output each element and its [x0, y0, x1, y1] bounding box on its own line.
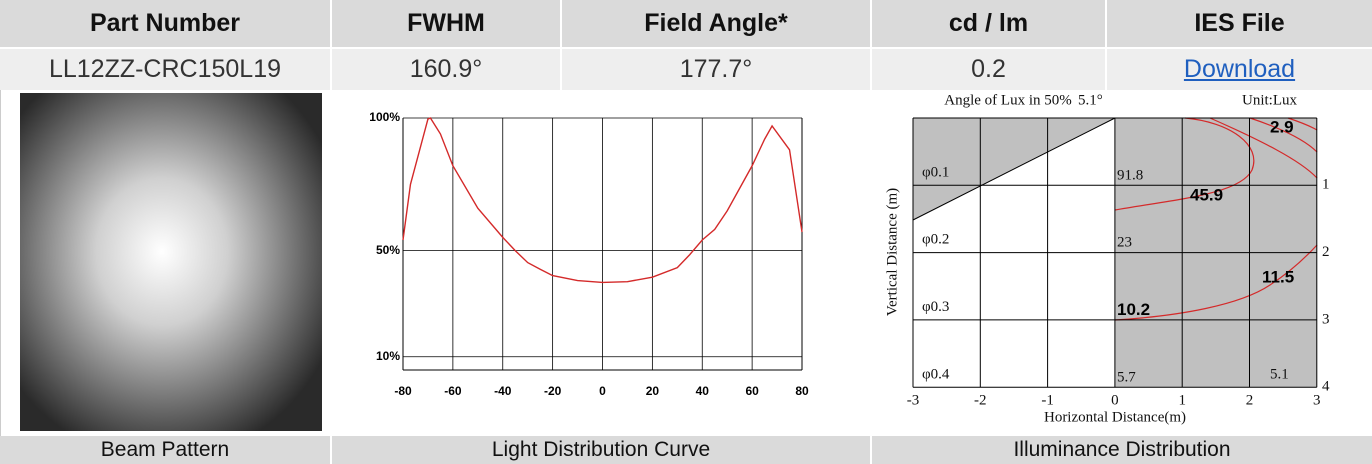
data-cell: 0.2 — [872, 49, 1105, 90]
x-tick-label: 0 — [1111, 392, 1119, 408]
header-cell: cd / lm — [872, 0, 1105, 47]
lux-label: 5.1 — [1270, 366, 1289, 382]
border — [0, 90, 1, 436]
y-tick-label: 4 — [1322, 379, 1330, 395]
contours — [1114, 117, 1318, 321]
y-tick-label: 1 — [1322, 177, 1330, 193]
data-cell: 160.9° — [332, 49, 560, 90]
beam-label: φ0.4 — [922, 366, 950, 382]
unit: Unit:Lux — [1242, 92, 1297, 108]
contour-label: 2.9 — [1270, 117, 1294, 136]
y-tick-label: 10% — [376, 349, 400, 363]
data-cell: Download — [1107, 49, 1372, 90]
x-tick-label: -80 — [394, 384, 412, 398]
x-tick-label: -2 — [974, 392, 987, 408]
x-tick-label: -3 — [907, 392, 920, 408]
x-tick-label: 0 — [599, 384, 606, 398]
contour-label: 11.5 — [1262, 267, 1294, 286]
x-tick-label: -40 — [494, 384, 512, 398]
x-tick-label: 3 — [1313, 392, 1321, 408]
download-link[interactable]: Download — [1183, 55, 1296, 83]
caption: Beam Pattern — [0, 436, 330, 464]
y-tick-label: 2 — [1322, 244, 1330, 260]
header-cell: Field Angle* — [562, 0, 870, 47]
caption: Illuminance Distribution — [872, 436, 1372, 464]
x-tick-label: 60 — [745, 384, 759, 398]
curve — [402, 117, 803, 284]
contour-label: 45.9 — [1190, 185, 1223, 204]
header-cell: IES File — [1107, 0, 1372, 47]
header-cell: FWHM — [332, 0, 560, 47]
lux-label: 91.8 — [1117, 167, 1143, 183]
lux-label: 23 — [1117, 235, 1132, 251]
y-axis-label: Vertical Distance (m) — [884, 188, 900, 316]
x-tick-label: 80 — [795, 384, 809, 398]
caption: Light Distribution Curve — [332, 436, 870, 464]
angle: 5.1° — [1078, 92, 1103, 108]
beam-label: φ0.3 — [922, 299, 949, 315]
x-tick-label: -60 — [444, 384, 462, 398]
x-tick-label: 2 — [1246, 392, 1254, 408]
x-axis-label: Horizontal Distance(m) — [1044, 409, 1186, 425]
y-tick-label: 100% — [369, 110, 400, 124]
data-cell: LL12ZZ-CRC150L19 — [0, 49, 330, 90]
data-cell: 177.7° — [562, 49, 870, 90]
beam-pattern-image — [20, 93, 322, 431]
beam-label: φ0.2 — [922, 232, 949, 248]
lux-label: 5.7 — [1117, 369, 1136, 385]
title: Angle of Lux in 50% — [944, 92, 1071, 108]
y-tick-label: 3 — [1322, 311, 1330, 327]
y-tick-label: 50% — [376, 243, 400, 257]
x-tick-label: -1 — [1041, 392, 1054, 408]
x-tick-label: 20 — [646, 384, 660, 398]
x-tick-label: 1 — [1178, 392, 1186, 408]
lux-label: 10.2 — [1117, 300, 1150, 319]
beam-edge — [912, 117, 1116, 221]
x-tick-label: -20 — [544, 384, 562, 398]
x-tick-label: 40 — [696, 384, 710, 398]
header-cell: Part Number — [0, 0, 330, 47]
beam-label: φ0.1 — [922, 164, 949, 180]
